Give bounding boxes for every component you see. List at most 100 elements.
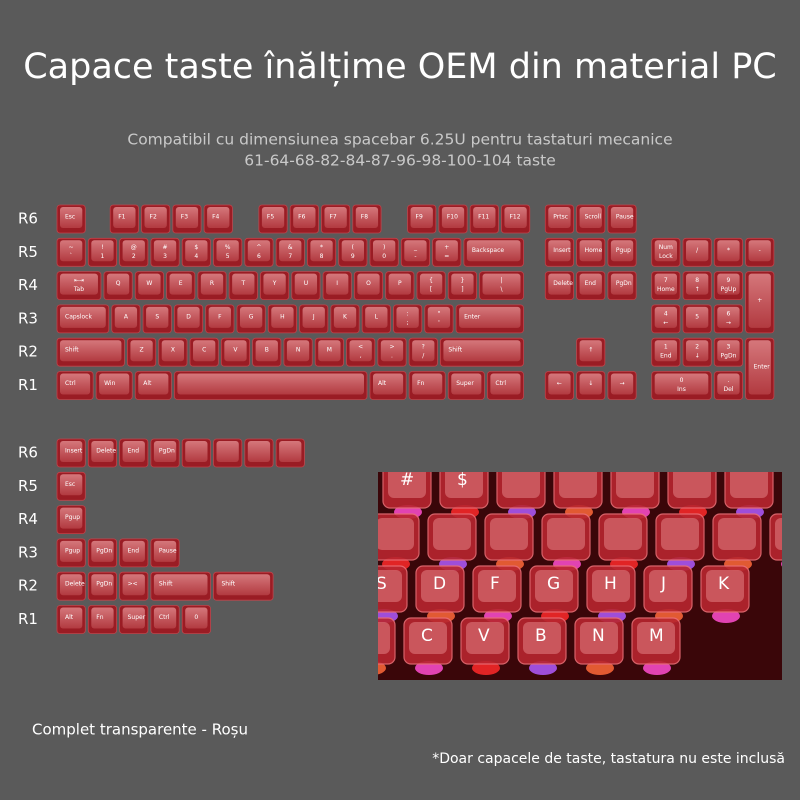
key-legend: ^ bbox=[256, 244, 261, 251]
photo-keycap-top bbox=[378, 570, 402, 602]
keycap: ⇤⇥ Tab bbox=[56, 271, 102, 301]
photo-legend: H bbox=[604, 574, 617, 594]
key-legend: 6 bbox=[257, 253, 261, 260]
keycap: M bbox=[314, 337, 344, 367]
key-legend: E bbox=[179, 280, 183, 287]
key-legend: Y bbox=[272, 280, 277, 287]
key-legend: Insert bbox=[553, 247, 571, 254]
photo-keycap-top bbox=[706, 570, 744, 602]
keycap-top bbox=[435, 240, 458, 262]
key-legend: Shift bbox=[222, 581, 236, 588]
photo-legend: C bbox=[421, 626, 433, 646]
key-legend: C bbox=[202, 347, 206, 354]
keycap: "' bbox=[424, 304, 454, 334]
keycap-top bbox=[239, 306, 263, 328]
key-legend: F3 bbox=[181, 214, 188, 221]
keycap-top bbox=[686, 340, 709, 362]
key-legend: 5 bbox=[695, 313, 699, 320]
keycap: A bbox=[111, 304, 141, 334]
keycap-top bbox=[654, 273, 677, 295]
photo-keycap-top bbox=[445, 472, 483, 498]
keycap: Prtsc bbox=[544, 204, 574, 234]
photo-keycap-top bbox=[661, 518, 699, 550]
keycap: Y bbox=[260, 271, 290, 301]
keycap-top bbox=[146, 306, 169, 328]
keycap: Enter bbox=[455, 304, 524, 334]
key-legend: ) bbox=[383, 244, 385, 251]
row-label: R6 bbox=[18, 210, 38, 228]
keycap: Fn bbox=[87, 605, 118, 634]
key-legend: ( bbox=[352, 244, 354, 251]
keycap: 6→ bbox=[713, 304, 743, 334]
keycap-top bbox=[247, 240, 271, 262]
keycap-top bbox=[255, 340, 278, 362]
keycap-top bbox=[302, 306, 325, 328]
photo-keycap-top bbox=[388, 472, 426, 498]
key-legend: 4 bbox=[664, 310, 668, 317]
key-legend: Fn bbox=[96, 614, 103, 621]
key-legend: ↓ bbox=[695, 353, 700, 360]
key-legend: 9 bbox=[351, 253, 355, 260]
keycap-top bbox=[548, 273, 571, 295]
key-legend: Alt bbox=[378, 380, 387, 387]
keycap: 2↓ bbox=[682, 337, 712, 367]
keycap: Scroll bbox=[576, 204, 606, 234]
key-legend: ↑ bbox=[695, 286, 700, 293]
keycap-top bbox=[138, 273, 161, 295]
keycap-top bbox=[153, 240, 177, 262]
photo-keycap-top bbox=[421, 570, 459, 602]
keycap: F8 bbox=[352, 204, 382, 234]
row-label: R2 bbox=[18, 577, 38, 595]
key-legend: D bbox=[186, 313, 191, 320]
keycap: C bbox=[189, 337, 219, 367]
keycap: Delete bbox=[544, 271, 574, 301]
keycap-top bbox=[122, 607, 145, 629]
keycap-top bbox=[548, 240, 571, 262]
keycap-top bbox=[548, 373, 571, 395]
keycap: Fn bbox=[408, 371, 446, 400]
keycap-top bbox=[153, 607, 177, 629]
key-legend: = bbox=[444, 253, 449, 260]
keycap-top bbox=[60, 207, 83, 228]
key-legend: Del bbox=[723, 386, 733, 393]
keycap-top bbox=[654, 373, 709, 395]
key-legend: H bbox=[280, 313, 285, 320]
key-legend: F7 bbox=[329, 214, 336, 221]
key-legend: < bbox=[358, 344, 363, 351]
keycap-top bbox=[404, 240, 427, 262]
key-legend: \ bbox=[501, 286, 504, 293]
key-legend: { bbox=[429, 277, 433, 284]
photo-glow bbox=[378, 661, 386, 675]
keycap-top bbox=[279, 240, 302, 262]
key-legend: V bbox=[233, 347, 238, 354]
photo-keycap-top bbox=[649, 570, 687, 602]
key-legend: Home bbox=[657, 286, 675, 293]
key-legend: ; bbox=[407, 319, 409, 326]
keycap-top bbox=[748, 273, 771, 328]
keycap-top bbox=[169, 273, 192, 295]
keycap-top bbox=[579, 273, 602, 295]
key-legend: Alt bbox=[65, 614, 74, 621]
key-legend: / bbox=[696, 247, 699, 254]
keycap: Pgup bbox=[56, 538, 86, 568]
key-legend: [ bbox=[430, 286, 432, 293]
photo-legend: V bbox=[478, 626, 490, 646]
key-legend: / bbox=[422, 353, 425, 360]
key-legend: Ctrl bbox=[159, 614, 170, 621]
keycap: → bbox=[607, 371, 637, 400]
photo-keycap-top bbox=[478, 570, 516, 602]
keycap: 3 PgDn bbox=[713, 337, 743, 367]
keycap-top bbox=[482, 273, 521, 295]
keycap-top bbox=[717, 273, 740, 295]
keycap: ^6 bbox=[244, 237, 274, 267]
key-legend: F bbox=[218, 313, 222, 320]
row-label: R4 bbox=[18, 276, 38, 294]
keycap: F7 bbox=[321, 204, 351, 234]
keycap-top bbox=[427, 306, 451, 328]
keycap-top bbox=[122, 240, 145, 262]
keycap-top bbox=[441, 207, 465, 228]
keycap: + bbox=[745, 271, 775, 334]
keycap: F11 bbox=[469, 204, 499, 234]
key-legend: 9 bbox=[727, 277, 731, 284]
